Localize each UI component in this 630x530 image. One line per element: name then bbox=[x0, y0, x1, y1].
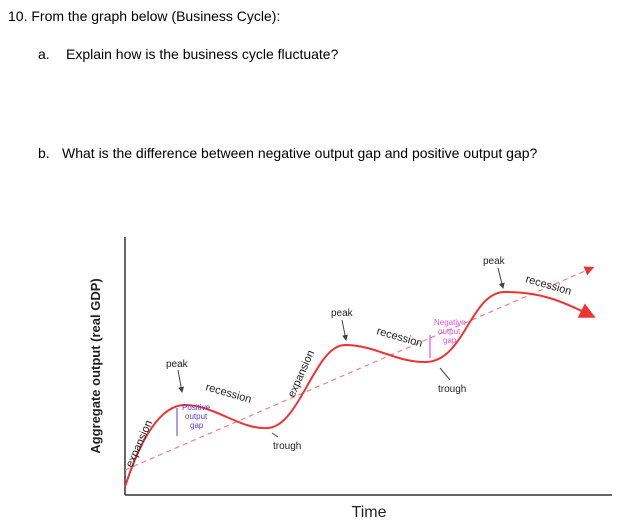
recession-label: recession bbox=[375, 325, 424, 350]
pointer bbox=[271, 432, 279, 438]
item-letter: a. bbox=[38, 46, 50, 62]
pointer bbox=[439, 367, 451, 381]
recession-label: recession bbox=[204, 381, 253, 406]
trough-label: trough bbox=[438, 384, 466, 395]
gap-label: gap bbox=[443, 336, 457, 345]
gap-label: gap bbox=[190, 421, 204, 430]
peak-label: peak bbox=[483, 256, 506, 267]
trough-label: trough bbox=[273, 441, 301, 452]
item-letter: b. bbox=[38, 145, 50, 161]
x-label: Time bbox=[352, 504, 387, 521]
item-text: What is the difference between negative … bbox=[62, 145, 538, 161]
expansion-label: expansion bbox=[124, 419, 155, 470]
expansion-label: expansion bbox=[286, 349, 317, 400]
gap-label: Negative bbox=[434, 318, 466, 327]
item-text: Explain how is the business cycle fluctu… bbox=[66, 46, 339, 62]
pointer bbox=[341, 319, 348, 341]
gap-label: output bbox=[185, 412, 208, 421]
pointer bbox=[177, 369, 185, 393]
gap-label: Positive bbox=[182, 403, 211, 412]
pointer bbox=[497, 267, 505, 289]
gap-label: output bbox=[438, 327, 461, 336]
trend-line bbox=[124, 266, 595, 471]
y-label: Aggregate output (real GDP) bbox=[88, 278, 103, 454]
peak-label: peak bbox=[331, 308, 354, 319]
cycle-curve bbox=[124, 290, 596, 488]
question-title: 10. From the graph below (Business Cycle… bbox=[8, 8, 281, 24]
peak-label: peak bbox=[166, 359, 189, 370]
